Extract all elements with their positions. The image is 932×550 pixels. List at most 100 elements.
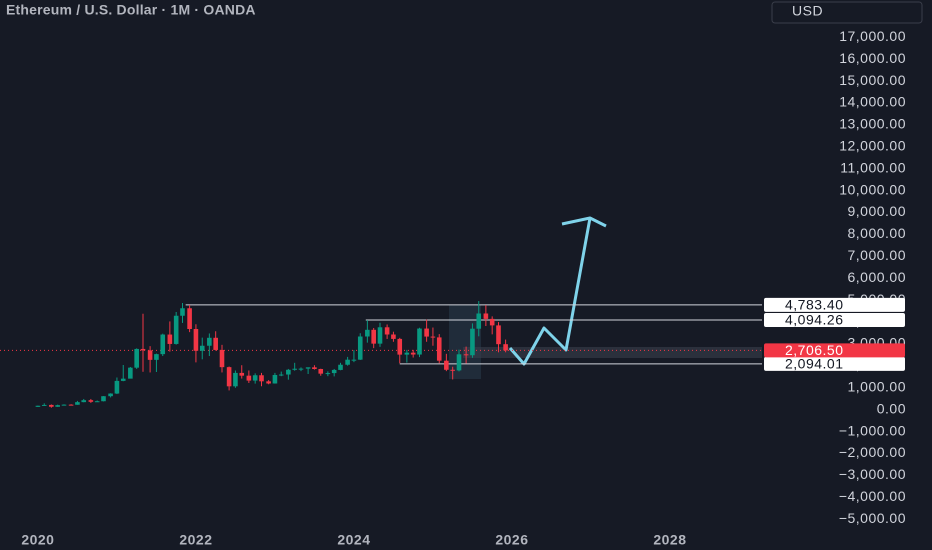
candle-body [305,367,311,369]
candle-body [424,328,429,337]
candle-body [496,325,501,345]
level-tag [764,297,905,312]
candle-body [167,334,173,344]
candle-body [239,372,245,376]
y-tick-label: −5,000.00 [839,510,906,526]
candle-body [404,352,410,355]
y-tick-label: −4,000.00 [839,488,906,504]
candle-body [233,372,238,387]
y-tick-label: 16,000.00 [839,50,906,66]
candle-body [68,404,74,406]
candle-body [187,308,192,330]
candle-body [410,352,416,355]
y-tick-label: 0.00 [877,400,906,416]
candle-body [173,315,179,344]
candle-body [180,308,185,316]
chart-title: Ethereum / U.S. Dollar · 1M · OANDA [6,2,256,18]
candle-body [476,313,482,329]
y-tick-label: 14,000.00 [839,94,906,110]
candle-body [213,337,218,350]
x-tick-label: 2022 [179,532,212,548]
candle-body [365,329,370,337]
candle-body [259,375,264,382]
candle-body [140,348,146,351]
candle-body [391,334,396,339]
candle-body [397,338,403,355]
candle-body [338,364,343,370]
candle-body [246,375,252,381]
candle-body [351,359,357,361]
currency-box[interactable] [771,1,923,24]
level-tag [764,356,905,371]
y-tick-label: 6,000.00 [848,269,907,285]
y-tick-label: −1,000.00 [839,422,906,438]
candle-body [444,360,449,370]
candle-body [193,329,199,351]
candle-body [272,374,278,384]
candle-body [75,402,80,405]
y-tick-label: 1,000.00 [848,378,907,394]
x-tick-label: 2024 [337,532,370,548]
y-tick-label: 17,000.00 [839,28,906,44]
candle-body [331,369,337,374]
x-tick-label: 2028 [653,532,686,548]
candle-body [384,327,390,335]
y-tick-label: 11,000.00 [840,159,906,175]
candle-body [199,345,205,351]
candle-body [55,405,60,407]
y-tick-label: 7,000.00 [848,247,907,263]
projection-arrowhead [561,216,607,228]
candle-body [286,369,291,375]
candle-body [345,359,350,365]
level-tag-label: 4,094.26 [785,312,844,328]
candle-body [94,401,100,403]
candle-body [61,404,67,406]
candle-body [35,405,41,407]
y-tick-label: 15,000.00 [839,72,906,88]
candle-body [430,336,436,338]
candle-body [470,328,475,356]
candle-body [49,404,54,407]
candle-body [88,400,94,402]
candle-body [147,350,153,360]
candle-body [417,328,422,355]
candle-body [292,368,297,370]
candle-body [154,354,159,360]
candle-body [120,378,126,381]
candle-body [489,318,495,326]
candle-body [463,354,469,356]
candle-body [318,369,324,374]
candle-body [128,367,133,379]
candle-body [436,337,442,361]
candle-body [252,375,258,381]
currency-label[interactable]: USD [792,3,823,19]
candle-body [483,313,489,319]
y-tick-label: 13,000.00 [839,116,906,132]
candle-body [207,337,212,346]
candle-body [101,396,106,402]
candle-body [325,373,331,375]
candle-body [266,381,271,384]
y-tick-label: 12,000.00 [839,137,906,153]
range-box [463,347,762,358]
y-tick-label: 8,000.00 [848,225,907,241]
candle-body [312,367,317,370]
candle-body [160,334,166,355]
candle-body [503,344,508,351]
last-price-label: 2,706.50 [785,342,844,358]
level-tag [764,312,905,327]
y-tick-label: 9,000.00 [848,203,907,219]
x-tick-label: 2026 [495,532,528,548]
y-tick-label: 10,000.00 [839,181,906,197]
candle-body [377,327,383,344]
candle-body [108,393,113,397]
highlight-zone [449,305,481,379]
y-tick-label: −2,000.00 [839,444,906,460]
candle-body [226,367,232,387]
last-price-tag [764,343,905,358]
candle-body [114,380,120,394]
x-tick-label: 2020 [21,532,54,548]
